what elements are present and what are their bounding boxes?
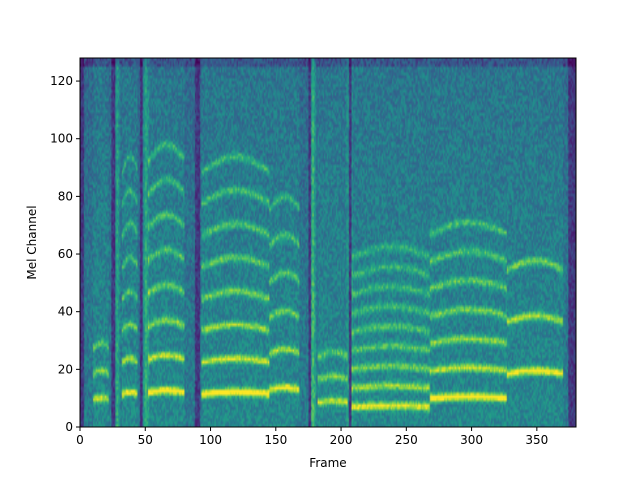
y-tick-label: 40 (58, 305, 73, 319)
x-tick-label: 50 (138, 433, 153, 447)
y-axis-label: Mel Channel (25, 205, 39, 279)
y-axis-ticks: 0 20 40 60 80 100 120 (50, 74, 80, 434)
x-tick-label: 350 (525, 433, 548, 447)
y-tick-label: 80 (58, 189, 73, 203)
y-tick-label: 100 (50, 132, 73, 146)
x-tick-label: 300 (460, 433, 483, 447)
spectrogram-heatmap (80, 58, 576, 427)
y-tick-label: 20 (58, 362, 73, 376)
plot-frame (79, 57, 577, 428)
x-tick-label: 0 (76, 433, 84, 447)
x-tick-label: 100 (199, 433, 222, 447)
y-tick-label: 0 (65, 420, 73, 434)
y-tick-label: 120 (50, 74, 73, 88)
x-axis-ticks: 0 50 100 150 200 250 300 350 (76, 427, 548, 447)
x-tick-label: 200 (330, 433, 353, 447)
y-tick-label: 60 (58, 247, 73, 261)
x-tick-label: 250 (395, 433, 418, 447)
x-axis-label: Frame (309, 456, 346, 470)
plot-area (79, 57, 577, 428)
x-tick-label: 150 (264, 433, 287, 447)
